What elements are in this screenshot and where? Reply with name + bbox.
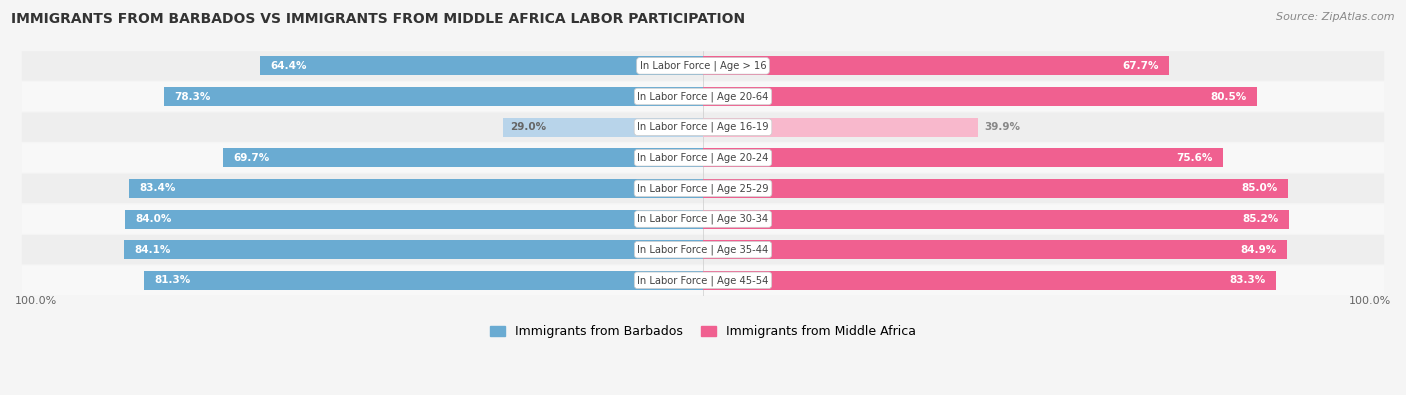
Text: In Labor Force | Age > 16: In Labor Force | Age > 16 [640,60,766,71]
Text: Source: ZipAtlas.com: Source: ZipAtlas.com [1277,12,1395,22]
Text: 64.4%: 64.4% [270,61,307,71]
Text: 75.6%: 75.6% [1177,153,1213,163]
Text: 100.0%: 100.0% [15,296,58,306]
Bar [703,179,1288,198]
Bar [165,87,703,106]
Text: In Labor Force | Age 25-29: In Labor Force | Age 25-29 [637,183,769,194]
Text: 85.0%: 85.0% [1241,183,1278,194]
Bar [703,148,1223,167]
Bar [260,56,703,75]
FancyBboxPatch shape [21,113,1385,142]
FancyBboxPatch shape [21,204,1385,234]
Text: In Labor Force | Age 16-19: In Labor Force | Age 16-19 [637,122,769,132]
FancyBboxPatch shape [21,82,1385,111]
Bar [703,118,977,137]
Bar [703,210,1289,229]
Bar [143,271,703,290]
Bar [703,56,1168,75]
Text: In Labor Force | Age 20-64: In Labor Force | Age 20-64 [637,91,769,102]
Text: 29.0%: 29.0% [510,122,547,132]
Text: In Labor Force | Age 45-54: In Labor Force | Age 45-54 [637,275,769,286]
Text: 85.2%: 85.2% [1243,214,1279,224]
Bar [124,240,703,259]
Text: 83.4%: 83.4% [139,183,176,194]
Bar [125,210,703,229]
Text: 100.0%: 100.0% [1348,296,1391,306]
Text: 67.7%: 67.7% [1122,61,1159,71]
Bar [503,118,703,137]
Text: In Labor Force | Age 20-24: In Labor Force | Age 20-24 [637,152,769,163]
Text: 84.9%: 84.9% [1240,245,1277,255]
Text: 81.3%: 81.3% [155,275,190,285]
FancyBboxPatch shape [21,265,1385,295]
Text: 78.3%: 78.3% [174,92,211,102]
FancyBboxPatch shape [21,235,1385,264]
Bar [224,148,703,167]
Text: In Labor Force | Age 30-34: In Labor Force | Age 30-34 [637,214,769,224]
Text: 69.7%: 69.7% [233,153,270,163]
FancyBboxPatch shape [21,143,1385,173]
Bar [703,87,1257,106]
Legend: Immigrants from Barbados, Immigrants from Middle Africa: Immigrants from Barbados, Immigrants fro… [485,320,921,343]
Bar [703,240,1286,259]
Text: 83.3%: 83.3% [1229,275,1265,285]
Text: 80.5%: 80.5% [1211,92,1247,102]
Bar [703,271,1277,290]
Text: 39.9%: 39.9% [984,122,1021,132]
FancyBboxPatch shape [21,51,1385,81]
Text: 84.0%: 84.0% [135,214,172,224]
Text: In Labor Force | Age 35-44: In Labor Force | Age 35-44 [637,245,769,255]
Text: IMMIGRANTS FROM BARBADOS VS IMMIGRANTS FROM MIDDLE AFRICA LABOR PARTICIPATION: IMMIGRANTS FROM BARBADOS VS IMMIGRANTS F… [11,12,745,26]
FancyBboxPatch shape [21,174,1385,203]
Text: 84.1%: 84.1% [135,245,172,255]
Bar [129,179,703,198]
